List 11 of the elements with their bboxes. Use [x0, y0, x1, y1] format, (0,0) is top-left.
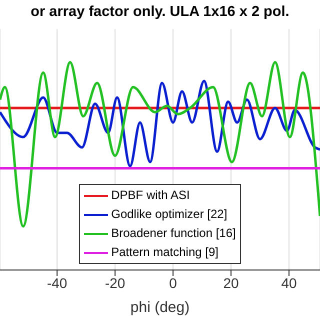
x-tick-label: -40	[46, 274, 68, 291]
legend-label: Godlike optimizer [22]	[111, 206, 228, 223]
chart-title: or array factor only. ULA 1x16 x 2 pol.	[30, 4, 290, 20]
x-tick-label: -20	[104, 274, 126, 291]
legend-label: Broadener function [16]	[111, 225, 236, 242]
x-tick-label: 40	[281, 274, 297, 291]
x-axis-title: phi (deg)	[130, 299, 190, 316]
legend-label: Pattern matching [9]	[111, 244, 218, 261]
x-tick-label: 0	[169, 274, 178, 291]
x-tick-label: 20	[223, 274, 240, 291]
legend-label: DPBF with ASI	[111, 187, 190, 204]
